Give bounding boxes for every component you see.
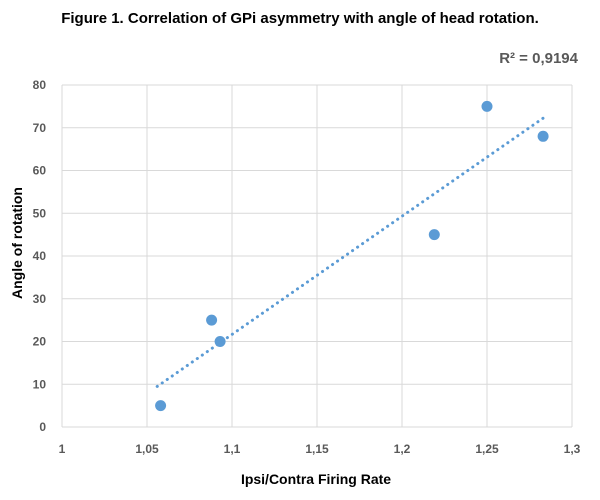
x-tick-label: 1,15 — [305, 442, 329, 456]
data-point — [155, 400, 167, 412]
grid — [61, 84, 573, 428]
y-tick-label: 60 — [33, 164, 47, 178]
y-tick-label: 70 — [33, 121, 47, 135]
x-axis-title: Ipsi/Contra Firing Rate — [241, 471, 391, 487]
data-point — [206, 314, 218, 326]
y-tick-label: 50 — [33, 206, 47, 220]
x-tick-label: 1 — [59, 442, 66, 456]
chart-title: Figure 1. Correlation of GPi asymmetry w… — [61, 10, 539, 27]
data-point — [537, 130, 549, 142]
trendline — [155, 116, 545, 388]
y-tick-label: 40 — [33, 249, 47, 263]
x-tick-label: 1,25 — [475, 442, 499, 456]
x-tick-label: 1,1 — [224, 442, 241, 456]
tick-labels: 0 10 20 30 40 50 60 70 80 1 1,05 1,1 1,15 1,2 1,25 1,3 — [33, 78, 581, 456]
y-tick-label: 30 — [33, 292, 47, 306]
x-tick-label: 1,2 — [394, 442, 411, 456]
data-point — [481, 100, 493, 112]
data-point — [214, 336, 226, 347]
y-tick-label: 0 — [39, 420, 46, 434]
x-tick-label: 1,05 — [135, 442, 159, 456]
y-tick-label: 80 — [33, 78, 47, 92]
trendline-group — [155, 116, 545, 388]
x-tick-label: 1,3 — [564, 442, 581, 456]
data-points — [155, 100, 549, 412]
y-axis-title: Angle of rotation — [9, 187, 25, 299]
data-point — [428, 229, 440, 241]
y-tick-label: 10 — [33, 377, 47, 391]
y-tick-label: 20 — [33, 335, 47, 349]
r-squared-label: R² = 0,9194 — [499, 50, 578, 67]
